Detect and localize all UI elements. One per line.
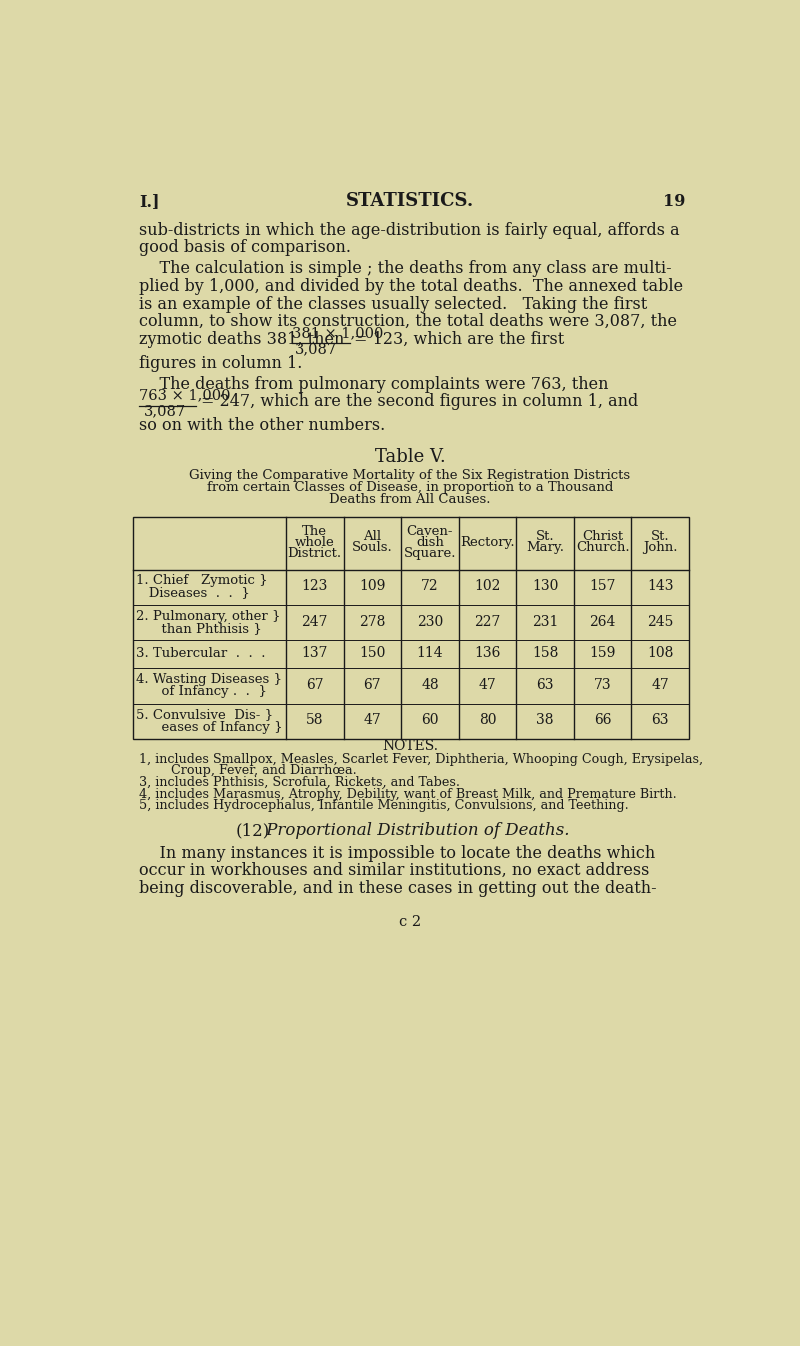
Text: 130: 130 bbox=[532, 579, 558, 594]
Text: Church.: Church. bbox=[576, 541, 630, 555]
Text: NOTES.: NOTES. bbox=[382, 739, 438, 752]
Text: 159: 159 bbox=[590, 646, 616, 661]
Text: The: The bbox=[302, 525, 327, 538]
Text: 3,087: 3,087 bbox=[295, 342, 338, 357]
Text: Rectory.: Rectory. bbox=[460, 536, 515, 549]
Text: 4. Wasting Diseases }: 4. Wasting Diseases } bbox=[136, 673, 282, 686]
Text: 1, includes Smallpox, Measles, Scarlet Fever, Diphtheria, Whooping Cough, Erysip: 1, includes Smallpox, Measles, Scarlet F… bbox=[138, 752, 703, 766]
Text: 19: 19 bbox=[662, 194, 685, 210]
Text: The calculation is simple ; the deaths from any class are multi-: The calculation is simple ; the deaths f… bbox=[138, 260, 671, 277]
Text: 114: 114 bbox=[417, 646, 443, 661]
Text: of Infancy .  .  }: of Infancy . . } bbox=[136, 685, 266, 699]
Text: occur in workhouses and similar institutions, no exact address: occur in workhouses and similar institut… bbox=[138, 863, 649, 879]
Text: District.: District. bbox=[288, 546, 342, 560]
Text: 72: 72 bbox=[421, 579, 438, 594]
Text: sub-districts in which the age-distribution is fairly equal, affords a: sub-districts in which the age-distribut… bbox=[138, 222, 679, 238]
Text: eases of Infancy }: eases of Infancy } bbox=[136, 720, 282, 734]
Text: Christ: Christ bbox=[582, 530, 623, 544]
Text: 157: 157 bbox=[590, 579, 616, 594]
Text: Souls.: Souls. bbox=[352, 541, 393, 555]
Text: The deaths from pulmonary complaints were 763, then: The deaths from pulmonary complaints wer… bbox=[138, 376, 608, 393]
Text: 5. Convulsive  Dis- }: 5. Convulsive Dis- } bbox=[136, 708, 273, 721]
Text: 58: 58 bbox=[306, 713, 323, 727]
Text: being discoverable, and in these cases in getting out the death-: being discoverable, and in these cases i… bbox=[138, 880, 656, 896]
Text: 47: 47 bbox=[478, 678, 496, 692]
Text: 102: 102 bbox=[474, 579, 501, 594]
Text: Croup, Fever, and Diarrhœa.: Croup, Fever, and Diarrhœa. bbox=[138, 765, 357, 778]
Text: is an example of the classes usually selected.   Taking the first: is an example of the classes usually sel… bbox=[138, 296, 647, 312]
Text: zymotic deaths 381, then: zymotic deaths 381, then bbox=[138, 331, 344, 349]
Text: St.: St. bbox=[536, 530, 554, 544]
Text: so on with the other numbers.: so on with the other numbers. bbox=[138, 417, 385, 435]
Text: c 2: c 2 bbox=[399, 915, 421, 929]
Text: St.: St. bbox=[651, 530, 670, 544]
Text: from certain Classes of Disease, in proportion to a Thousand: from certain Classes of Disease, in prop… bbox=[207, 481, 613, 494]
Text: 136: 136 bbox=[474, 646, 501, 661]
Text: 247: 247 bbox=[302, 615, 328, 629]
Text: 47: 47 bbox=[363, 713, 382, 727]
Text: 2. Pulmonary, other }: 2. Pulmonary, other } bbox=[136, 610, 280, 623]
Text: Proportional Distribution of Deaths.: Proportional Distribution of Deaths. bbox=[262, 822, 570, 840]
Text: 67: 67 bbox=[363, 678, 381, 692]
Text: John.: John. bbox=[643, 541, 678, 555]
Text: 3,087: 3,087 bbox=[144, 405, 186, 419]
Text: 66: 66 bbox=[594, 713, 611, 727]
Text: 67: 67 bbox=[306, 678, 323, 692]
Text: 278: 278 bbox=[359, 615, 386, 629]
Text: 108: 108 bbox=[647, 646, 674, 661]
Text: STATISTICS.: STATISTICS. bbox=[346, 192, 474, 210]
Text: Deaths from All Causes.: Deaths from All Causes. bbox=[330, 494, 490, 506]
Text: Mary.: Mary. bbox=[526, 541, 564, 555]
Text: than Phthisis }: than Phthisis } bbox=[136, 622, 262, 635]
Text: 73: 73 bbox=[594, 678, 611, 692]
Text: In many instances it is impossible to locate the deaths which: In many instances it is impossible to lo… bbox=[138, 844, 655, 861]
Text: 60: 60 bbox=[421, 713, 438, 727]
Text: 3, includes Phthisis, Scrofula, Rickets, and Tabes.: 3, includes Phthisis, Scrofula, Rickets,… bbox=[138, 777, 460, 789]
Text: 137: 137 bbox=[302, 646, 328, 661]
Text: 143: 143 bbox=[647, 579, 674, 594]
Text: 245: 245 bbox=[647, 615, 674, 629]
Text: 80: 80 bbox=[478, 713, 496, 727]
Text: figures in column 1.: figures in column 1. bbox=[138, 355, 302, 371]
Text: 1. Chief   Zymotic }: 1. Chief Zymotic } bbox=[136, 575, 267, 587]
Text: 48: 48 bbox=[421, 678, 438, 692]
Text: All: All bbox=[363, 530, 382, 544]
Text: Diseases  .  .  }: Diseases . . } bbox=[136, 587, 250, 599]
Text: whole: whole bbox=[295, 536, 334, 549]
Text: plied by 1,000, and divided by the total deaths.  The annexed table: plied by 1,000, and divided by the total… bbox=[138, 277, 683, 295]
Text: = 123, which are the first: = 123, which are the first bbox=[354, 331, 565, 349]
Text: dish: dish bbox=[416, 536, 444, 549]
Text: = 247, which are the second figures in column 1, and: = 247, which are the second figures in c… bbox=[201, 393, 638, 411]
Text: 63: 63 bbox=[651, 713, 669, 727]
Text: 264: 264 bbox=[590, 615, 616, 629]
Text: column, to show its construction, the total deaths were 3,087, the: column, to show its construction, the to… bbox=[138, 314, 677, 330]
Text: 763 × 1,000: 763 × 1,000 bbox=[138, 389, 230, 402]
Text: Square.: Square. bbox=[404, 546, 456, 560]
Text: (12): (12) bbox=[236, 822, 270, 840]
Text: 4, includes Marasmus, Atrophy, Debility, want of Breast Milk, and Premature Birt: 4, includes Marasmus, Atrophy, Debility,… bbox=[138, 787, 677, 801]
Text: 47: 47 bbox=[651, 678, 669, 692]
Text: 381 × 1,000: 381 × 1,000 bbox=[292, 326, 383, 341]
Text: 3. Tubercular  .  .  .: 3. Tubercular . . . bbox=[136, 647, 265, 661]
Text: 63: 63 bbox=[536, 678, 554, 692]
Text: 5, includes Hydrocephalus, Infantile Meningitis, Convulsions, and Teething.: 5, includes Hydrocephalus, Infantile Men… bbox=[138, 800, 629, 812]
Text: 109: 109 bbox=[359, 579, 386, 594]
Text: 150: 150 bbox=[359, 646, 386, 661]
Text: Table V.: Table V. bbox=[374, 448, 446, 466]
Text: 38: 38 bbox=[536, 713, 554, 727]
Text: I.]: I.] bbox=[138, 194, 159, 210]
Text: good basis of comparison.: good basis of comparison. bbox=[138, 240, 350, 256]
Bar bbox=[133, 517, 689, 739]
Text: Caven-: Caven- bbox=[406, 525, 453, 538]
Text: 123: 123 bbox=[302, 579, 328, 594]
Text: 227: 227 bbox=[474, 615, 501, 629]
Text: 158: 158 bbox=[532, 646, 558, 661]
Text: Giving the Comparative Mortality of the Six Registration Districts: Giving the Comparative Mortality of the … bbox=[190, 468, 630, 482]
Text: 230: 230 bbox=[417, 615, 443, 629]
Text: 231: 231 bbox=[532, 615, 558, 629]
